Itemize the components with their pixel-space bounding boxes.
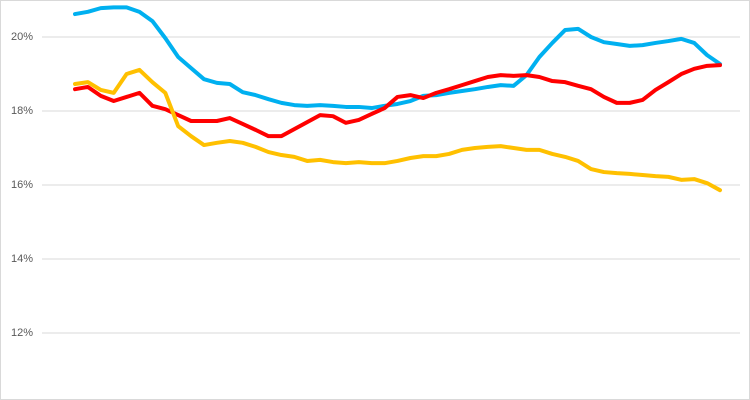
y-tick-label: 18% — [11, 105, 33, 117]
line-series — [73, 67, 722, 193]
y-tick-label: 16% — [11, 179, 33, 191]
line-series — [73, 5, 722, 111]
y-tick-label: 12% — [11, 327, 33, 339]
y-tick-label: 14% — [11, 253, 33, 265]
line-series — [73, 63, 722, 139]
y-tick-label: 20% — [11, 31, 33, 43]
